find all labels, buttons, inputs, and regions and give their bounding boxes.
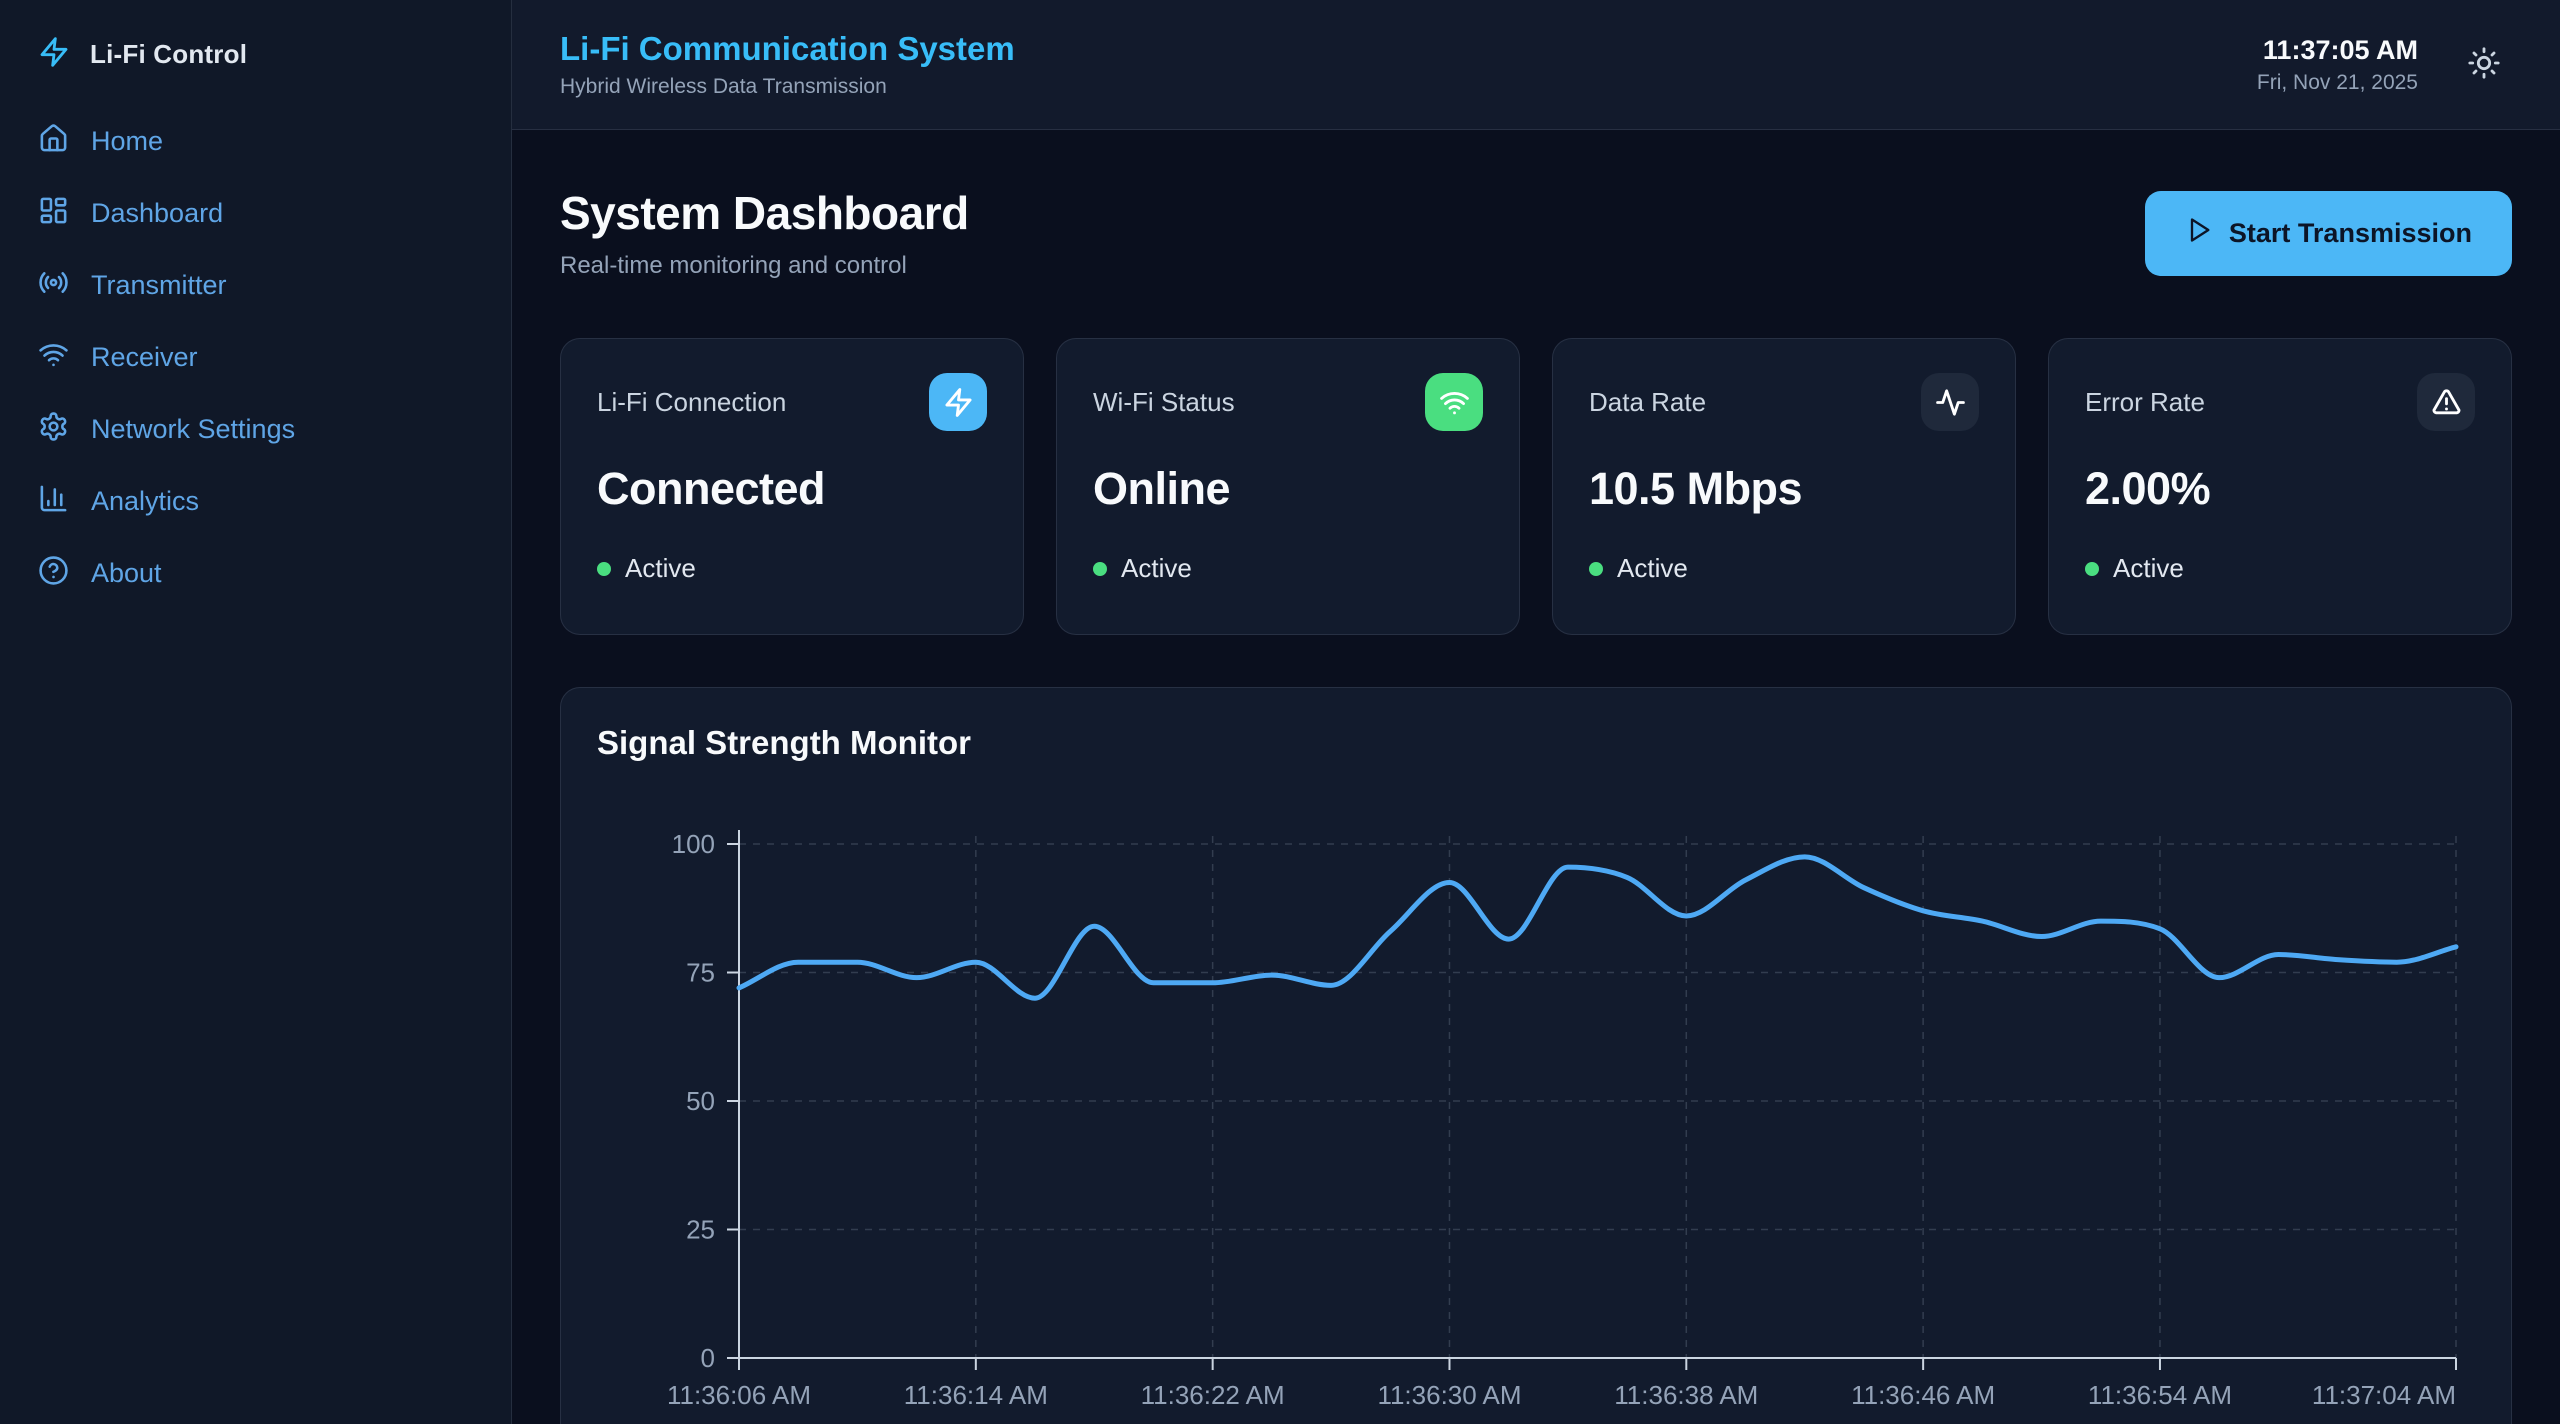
activity-icon	[1921, 373, 1979, 431]
sidebar-item-label: Transmitter	[91, 269, 227, 300]
status-dot	[597, 561, 611, 576]
header-right: 11:37:05 AM Fri, Nov 21, 2025	[2257, 35, 2512, 95]
signal-strength-chart: 0 25 50 75 100 11:36:06 AM 11:36:14 AM 11:36:22…	[667, 829, 2459, 1408]
stat-card-lifi-connection: Li-Fi Connection Connected Active	[560, 338, 1024, 635]
stat-card-label: Li-Fi Connection	[597, 386, 787, 417]
app-logo-label: Li-Fi Control	[90, 39, 248, 69]
stat-card-status: Active	[1093, 553, 1483, 584]
wifi-icon	[38, 339, 69, 375]
svg-text:11:36:54 AM: 11:36:54 AM	[2088, 1380, 2232, 1408]
page-heading-block: System Dashboard Real-time monitoring an…	[560, 186, 969, 280]
status-dot	[2085, 561, 2099, 576]
home-icon	[38, 123, 69, 159]
stat-cards-row: Li-Fi Connection Connected Active Wi-Fi …	[560, 338, 2512, 635]
sun-icon	[2467, 46, 2501, 83]
sidebar: Li-Fi Control Home Dashboard Transmitter…	[0, 0, 512, 1424]
status-label: Active	[625, 553, 696, 583]
svg-text:11:36:22 AM: 11:36:22 AM	[1141, 1380, 1285, 1408]
stat-card-label: Error Rate	[2085, 386, 2205, 417]
sidebar-item-transmitter[interactable]: Transmitter	[0, 249, 511, 321]
radio-icon	[38, 267, 69, 303]
stat-card-data-rate: Data Rate 10.5 Mbps Active	[1552, 338, 2016, 635]
card-head: Data Rate	[1589, 373, 1979, 431]
svg-text:25: 25	[686, 1215, 715, 1245]
status-label: Active	[2113, 553, 2184, 583]
start-transmission-button[interactable]: Start Transmission	[2144, 190, 2512, 276]
stat-card-status: Active	[1589, 553, 1979, 584]
stat-card-label: Data Rate	[1589, 386, 1707, 417]
stat-card-value: 2.00%	[2085, 463, 2211, 514]
signal-strength-card: Signal Strength Monitor 0 25 50 75 100 11:36:…	[560, 687, 2512, 1424]
zap-icon	[38, 36, 70, 73]
sidebar-item-dashboard[interactable]: Dashboard	[0, 177, 511, 249]
alert-triangle-icon	[2417, 373, 2475, 431]
sidebar-item-label: Home	[91, 125, 164, 156]
sidebar-item-network-settings[interactable]: Network Settings	[0, 393, 511, 465]
start-transmission-label: Start Transmission	[2228, 217, 2472, 248]
svg-text:11:36:38 AM: 11:36:38 AM	[1614, 1380, 1758, 1408]
svg-text:11:37:04 AM: 11:37:04 AM	[2312, 1380, 2456, 1408]
sidebar-item-label: Analytics	[91, 485, 200, 516]
app-subtitle: Hybrid Wireless Data Transmission	[560, 75, 887, 98]
main-column: Li-Fi Communication System Hybrid Wirele…	[512, 0, 2560, 1424]
stat-card-status: Active	[597, 553, 987, 584]
page-title: System Dashboard	[560, 187, 969, 239]
status-label: Active	[1121, 553, 1192, 583]
sidebar-item-home[interactable]: Home	[0, 105, 511, 177]
svg-text:50: 50	[686, 1086, 715, 1116]
sidebar-nav: Home Dashboard Transmitter Receiver Netw…	[0, 105, 511, 609]
chart-title: Signal Strength Monitor	[597, 724, 971, 761]
wifi-icon	[1425, 373, 1483, 431]
sidebar-item-label: About	[91, 557, 162, 588]
stat-card-value: 10.5 Mbps	[1589, 463, 1803, 514]
stat-card-error-rate: Error Rate 2.00% Active	[2048, 338, 2512, 635]
card-head: Li-Fi Connection	[597, 373, 987, 431]
dashboard-icon	[38, 195, 69, 231]
stat-card-status: Active	[2085, 553, 2475, 584]
help-icon	[38, 555, 69, 591]
clock-date: Fri, Nov 21, 2025	[2256, 70, 2418, 94]
status-label: Active	[1617, 553, 1688, 583]
status-dot	[1093, 561, 1107, 576]
sidebar-item-label: Dashboard	[91, 197, 224, 228]
gear-icon	[38, 411, 69, 447]
app-title: Li-Fi Communication System	[560, 30, 1015, 67]
app-logo[interactable]: Li-Fi Control	[0, 26, 511, 83]
dashboard-content: System Dashboard Real-time monitoring an…	[512, 130, 2560, 1424]
sidebar-item-receiver[interactable]: Receiver	[0, 321, 511, 393]
svg-text:100: 100	[672, 829, 715, 859]
clock-time: 11:37:05 AM	[2262, 34, 2418, 65]
card-head: Wi-Fi Status	[1093, 373, 1483, 431]
sidebar-item-analytics[interactable]: Analytics	[0, 465, 511, 537]
svg-text:75: 75	[686, 958, 715, 988]
stat-card-value: Online	[1093, 463, 1231, 514]
svg-text:11:36:30 AM: 11:36:30 AM	[1377, 1380, 1521, 1408]
sidebar-item-about[interactable]: About	[0, 537, 511, 609]
card-head: Error Rate	[2085, 373, 2475, 431]
theme-toggle-button[interactable]	[2456, 37, 2512, 93]
sidebar-item-label: Receiver	[91, 341, 198, 372]
svg-text:11:36:46 AM: 11:36:46 AM	[1851, 1380, 1995, 1408]
status-dot	[1589, 561, 1603, 576]
svg-text:0: 0	[701, 1343, 715, 1373]
zap-icon	[929, 373, 987, 431]
page-subtitle: Real-time monitoring and control	[560, 252, 907, 279]
play-icon	[2185, 216, 2213, 251]
stat-card-value: Connected	[597, 463, 826, 514]
header-titles: Li-Fi Communication System Hybrid Wirele…	[560, 30, 1015, 99]
svg-text:11:36:06 AM: 11:36:06 AM	[667, 1380, 811, 1408]
sidebar-item-label: Network Settings	[91, 413, 296, 444]
stat-card-label: Wi-Fi Status	[1093, 386, 1235, 417]
bar-chart-icon	[38, 483, 69, 519]
page-hero: System Dashboard Real-time monitoring an…	[560, 186, 2512, 280]
clock: 11:37:05 AM Fri, Nov 21, 2025	[2257, 35, 2418, 95]
svg-text:11:36:14 AM: 11:36:14 AM	[904, 1380, 1048, 1408]
top-header: Li-Fi Communication System Hybrid Wirele…	[512, 0, 2560, 130]
stat-card-wifi-status: Wi-Fi Status Online Active	[1056, 338, 1520, 635]
